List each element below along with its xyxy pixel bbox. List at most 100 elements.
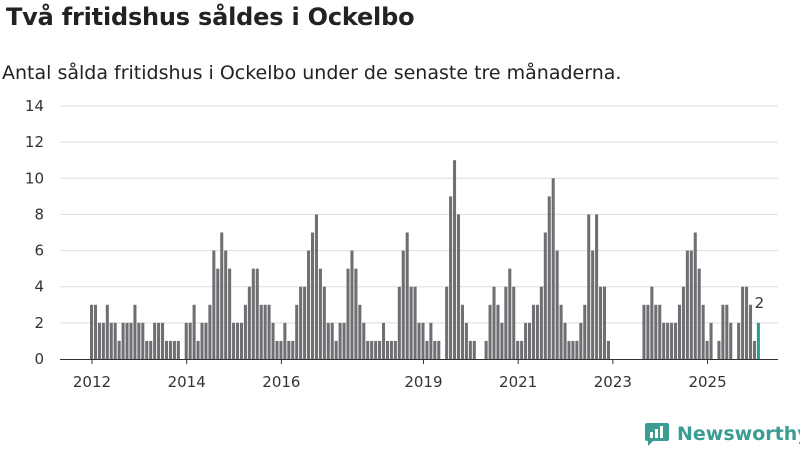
bar [283, 322, 287, 359]
bar [429, 322, 433, 359]
bar [741, 286, 745, 359]
bar [681, 286, 685, 359]
bar [247, 286, 251, 359]
bar [555, 250, 559, 359]
y-tick-label: 8 [34, 205, 44, 223]
bar [133, 304, 137, 359]
bar [366, 340, 370, 359]
bar [354, 268, 358, 359]
bar [204, 322, 208, 359]
bar [101, 322, 105, 359]
bar [705, 340, 709, 359]
bar [326, 322, 330, 359]
bar [243, 304, 247, 359]
x-tick-label: 2012 [73, 373, 111, 391]
bar [528, 322, 532, 359]
bar [168, 340, 172, 359]
bar [275, 340, 279, 359]
bar [338, 322, 342, 359]
bar [551, 178, 555, 359]
bar [602, 286, 607, 359]
bar [172, 340, 176, 359]
bar [228, 268, 232, 359]
bar [524, 322, 528, 359]
bar [220, 232, 224, 359]
bar [291, 340, 295, 359]
bar [492, 286, 496, 359]
bar [271, 322, 275, 359]
bar [496, 304, 500, 359]
bar [149, 340, 153, 359]
bar [666, 322, 670, 359]
bar [709, 322, 713, 359]
x-tick-label: 2014 [168, 373, 206, 391]
bar [113, 322, 117, 359]
bar [456, 214, 461, 359]
bar [196, 340, 200, 359]
bar [267, 304, 271, 359]
bar [239, 322, 243, 359]
bar [117, 340, 121, 359]
bar [176, 340, 180, 359]
bar [232, 322, 236, 359]
bar [358, 304, 362, 359]
bar [334, 340, 338, 359]
bar [531, 304, 535, 359]
bar [662, 322, 666, 359]
bar [445, 286, 449, 359]
bar [484, 340, 488, 359]
bar [571, 340, 575, 359]
bar [90, 304, 94, 359]
x-tick-label: 2025 [688, 373, 726, 391]
bar [488, 304, 492, 359]
bar [721, 304, 725, 359]
bar [200, 322, 204, 359]
bar [587, 214, 591, 359]
chart-subtitle: Antal sålda fritidshus i Ockelbo under d… [2, 62, 622, 84]
last-value-label: 2 [755, 294, 765, 312]
x-tick-label: 2016 [262, 373, 300, 391]
bar [188, 322, 192, 359]
bar [279, 340, 283, 359]
bar [393, 340, 397, 359]
bar [161, 322, 165, 359]
bar [449, 196, 453, 359]
bar [397, 286, 401, 359]
bar [97, 322, 101, 359]
bar [413, 286, 417, 359]
bar [385, 340, 389, 359]
bar [508, 268, 512, 359]
bar [674, 322, 678, 359]
bar [251, 268, 255, 359]
y-tick-label: 0 [34, 350, 44, 368]
bar [520, 340, 524, 359]
bar [697, 268, 701, 359]
bar [370, 340, 374, 359]
bar [141, 322, 145, 359]
bar [417, 322, 421, 359]
bar [693, 232, 697, 359]
bar [93, 304, 97, 359]
bar [516, 340, 520, 359]
bar [307, 250, 311, 359]
brand: Newsworthy [645, 420, 800, 448]
bar [137, 322, 141, 359]
bar [646, 304, 650, 359]
bar [105, 304, 109, 359]
y-tick-label: 4 [34, 278, 44, 296]
bar [535, 304, 539, 359]
bar [421, 322, 425, 359]
bar [389, 340, 393, 359]
bar [405, 232, 409, 359]
bar [567, 340, 571, 359]
bar [125, 322, 129, 359]
bar-highlight [756, 322, 760, 359]
bar [642, 304, 646, 359]
bar [689, 250, 693, 359]
bar [547, 196, 551, 359]
bar [559, 304, 563, 359]
bar [236, 322, 240, 359]
bar [346, 268, 350, 359]
bar [701, 304, 705, 359]
